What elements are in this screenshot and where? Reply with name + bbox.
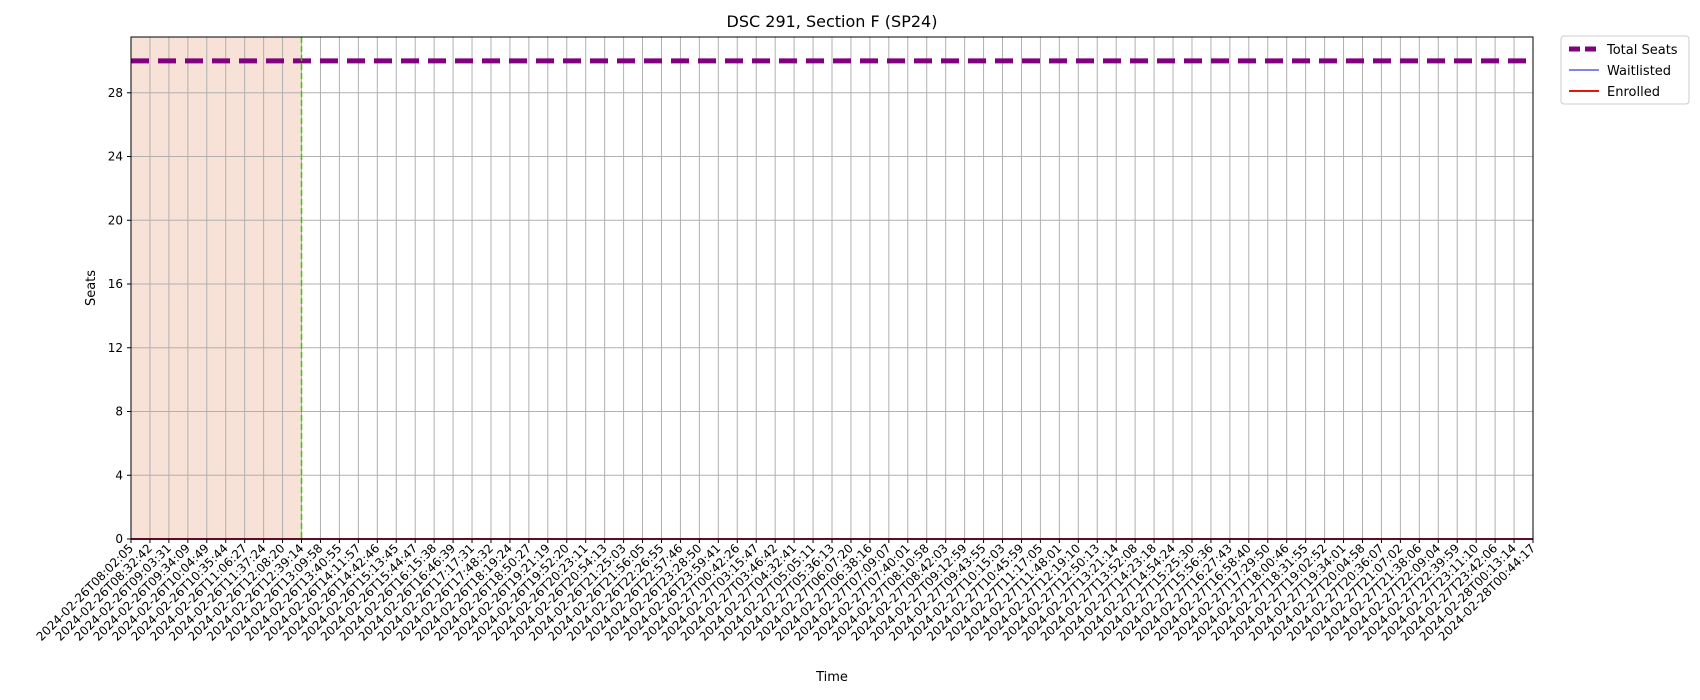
- y-tick-label: 16: [108, 277, 123, 291]
- chart-title: DSC 291, Section F (SP24): [727, 12, 938, 31]
- y-ticks: 0 4 8 12 16 20 24 28: [108, 86, 131, 546]
- y-tick-label: 24: [108, 150, 123, 164]
- x-axis-label: Time: [815, 670, 848, 685]
- legend: Total Seats Waitlisted Enrolled: [1560, 35, 1690, 105]
- y-tick-label: 4: [115, 468, 123, 482]
- legend-label: Enrolled: [1607, 85, 1660, 100]
- y-tick-label: 20: [108, 213, 123, 227]
- y-tick-label: 12: [108, 341, 123, 355]
- grid-lines: [130, 37, 1534, 540]
- y-tick-label: 8: [115, 405, 123, 419]
- y-tick-label: 28: [108, 86, 123, 100]
- legend-box: [1560, 35, 1690, 105]
- y-tick-label: 0: [115, 532, 123, 546]
- x-ticks: 2024-02-26T08:02:052024-02-26T08:32:4220…: [34, 539, 1538, 644]
- y-axis-label: Seats: [84, 270, 99, 306]
- shaded-region-rect: [131, 37, 302, 539]
- legend-label: Waitlisted: [1607, 64, 1671, 79]
- legend-label: Total Seats: [1606, 43, 1678, 58]
- shaded-region: [131, 37, 302, 539]
